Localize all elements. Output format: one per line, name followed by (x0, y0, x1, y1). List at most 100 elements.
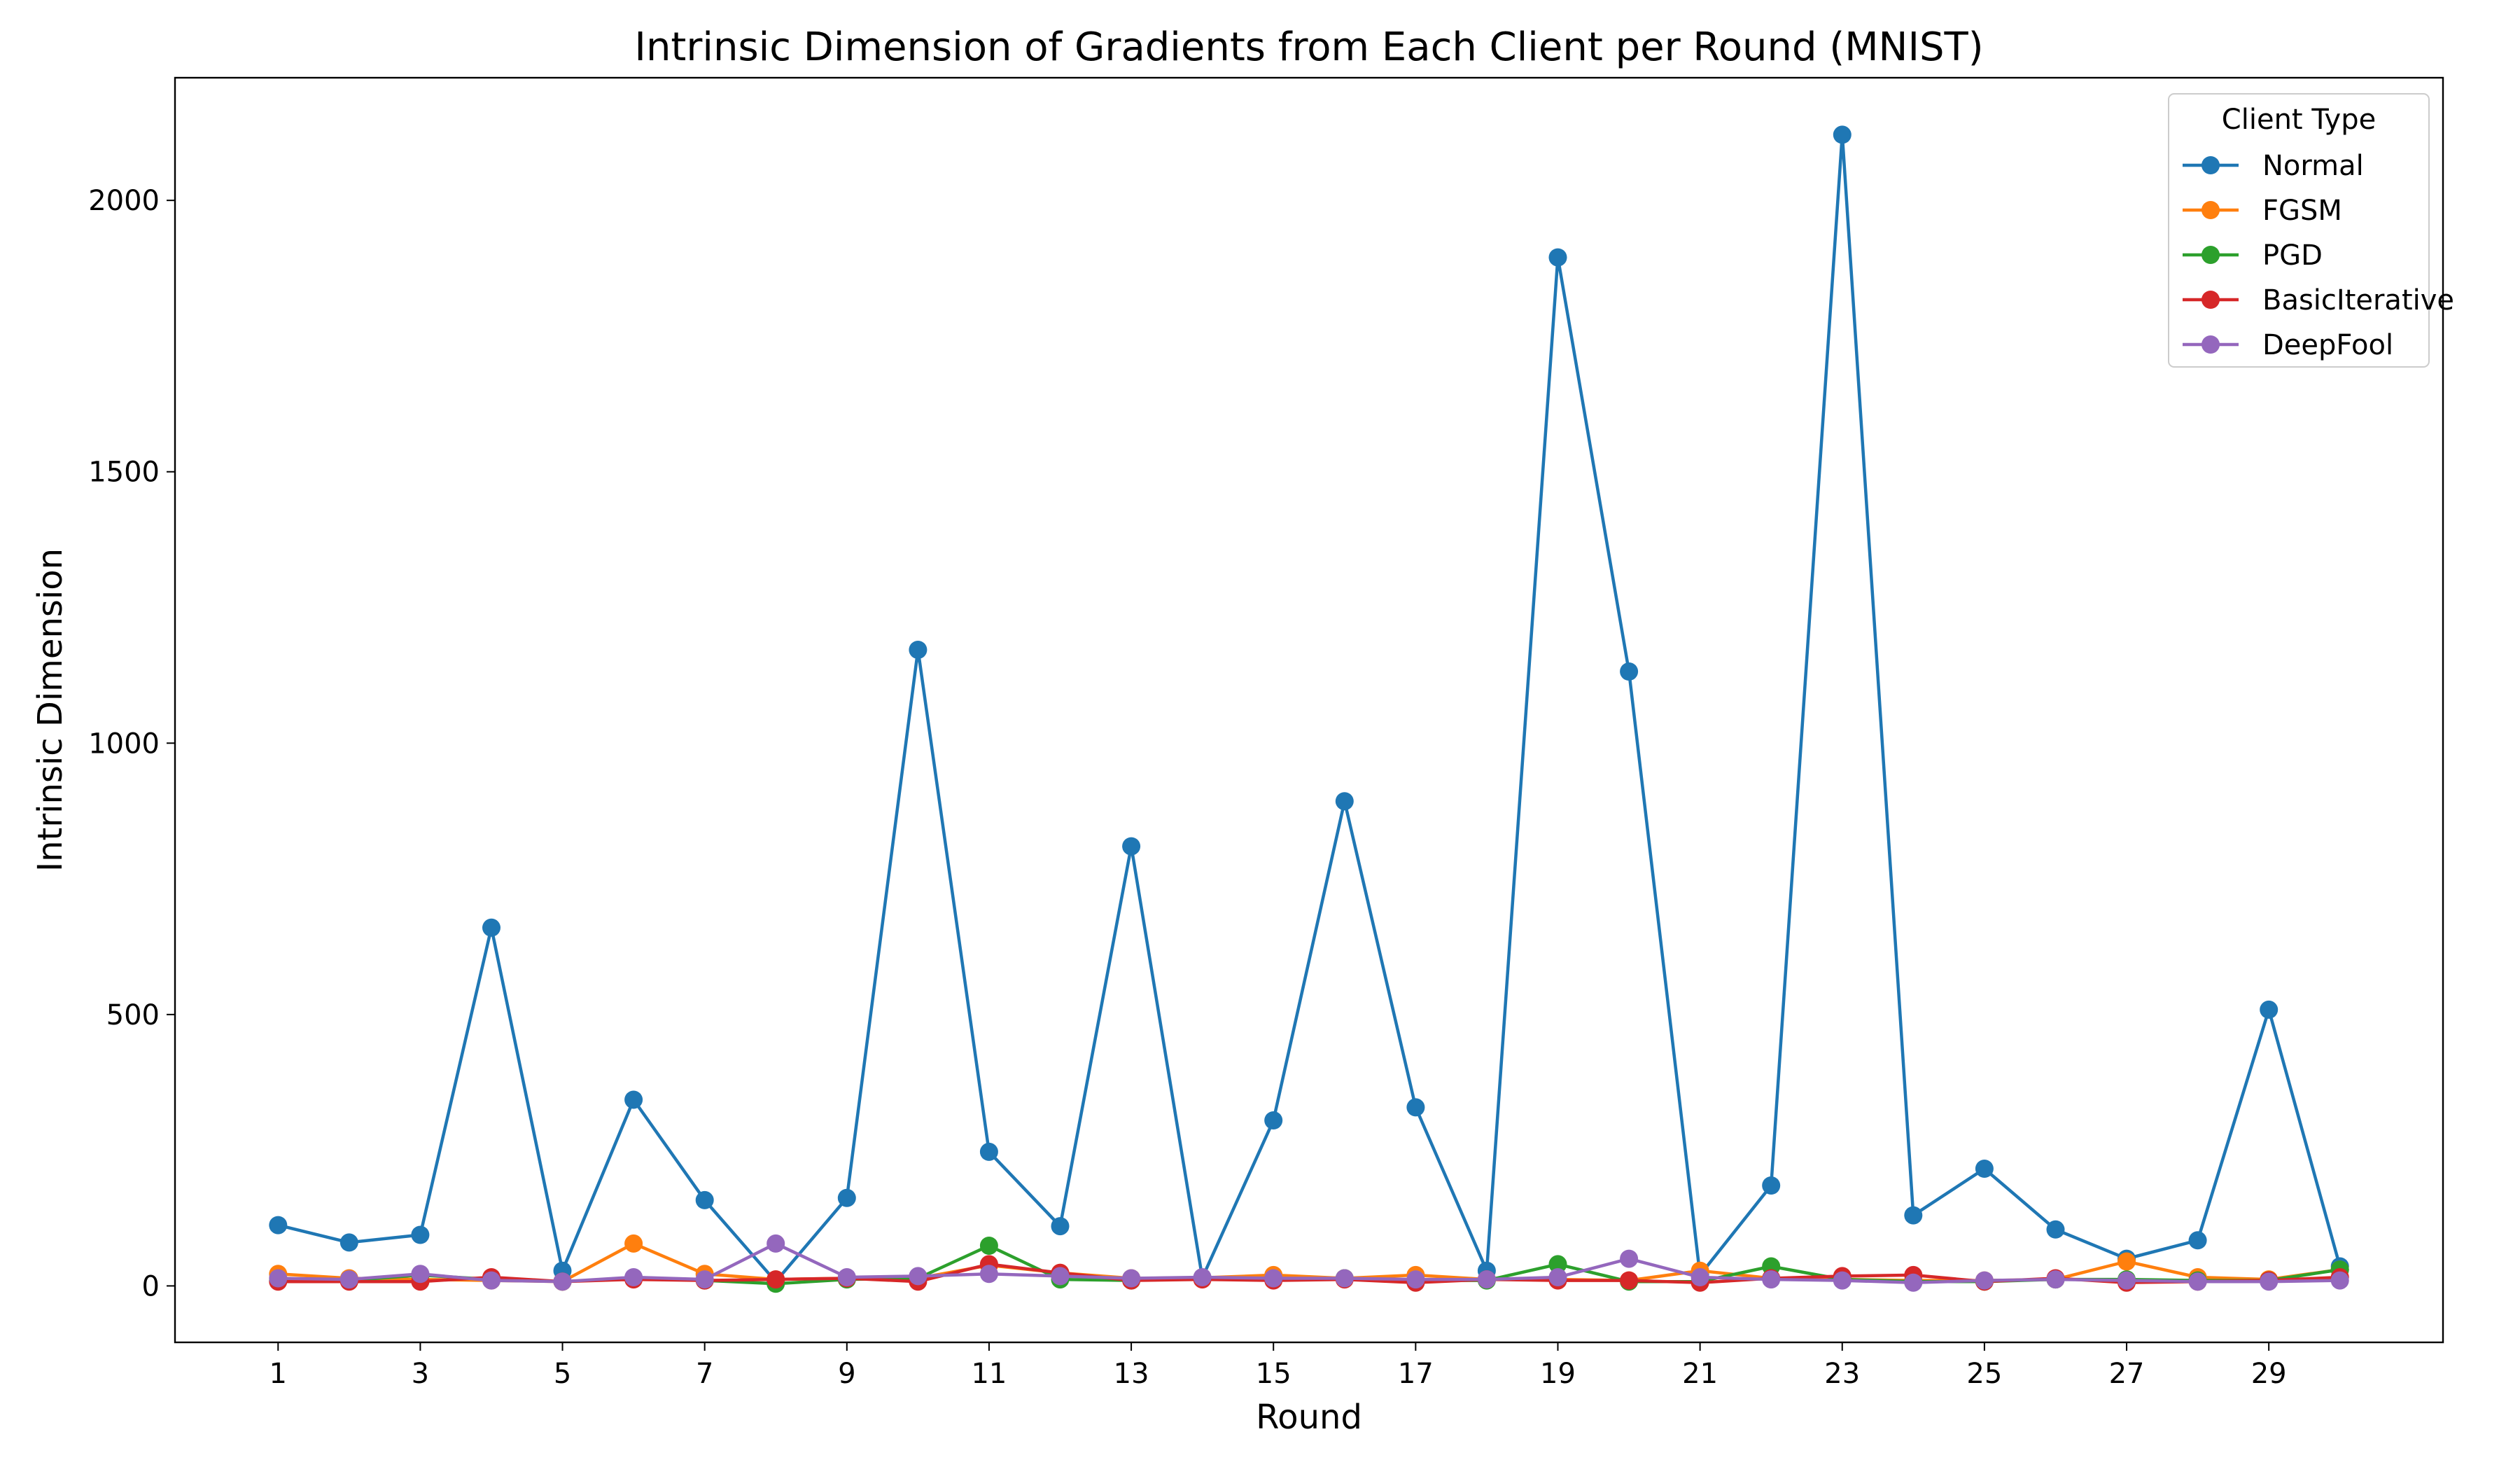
data-point-deepfool (2188, 1272, 2207, 1291)
data-point-basiciterative (766, 1270, 785, 1289)
legend-entry-normal: Normal (2183, 150, 2364, 182)
x-tick-label: 5 (554, 1358, 571, 1390)
data-point-normal (1548, 248, 1567, 267)
legend-swatch-marker (2202, 201, 2220, 219)
data-point-pgd (979, 1237, 998, 1255)
x-tick-label: 15 (1256, 1358, 1292, 1390)
x-tick-label: 9 (838, 1358, 855, 1390)
data-point-deepfool (1690, 1268, 1709, 1286)
data-point-deepfool (1193, 1268, 1212, 1286)
data-point-deepfool (2330, 1271, 2349, 1290)
data-point-normal (1904, 1206, 1923, 1225)
legend-entry-deepfool: DeepFool (2183, 329, 2393, 361)
series-line-deepfool (278, 1242, 2340, 1284)
data-point-deepfool (1406, 1270, 1425, 1289)
legend-swatch-marker (2202, 335, 2220, 354)
data-point-deepfool (2260, 1272, 2278, 1291)
data-point-normal (837, 1188, 856, 1207)
data-point-deepfool (1620, 1249, 1639, 1268)
legend-label: FGSM (2262, 195, 2342, 227)
data-point-normal (1833, 125, 1851, 144)
data-point-deepfool (1051, 1267, 1070, 1286)
data-point-deepfool (1477, 1270, 1496, 1289)
data-point-fgsm (2118, 1252, 2136, 1271)
legend-entry-basiciterative: BasicIterative (2183, 284, 2454, 317)
data-point-deepfool (1833, 1271, 1851, 1290)
legend-label: DeepFool (2262, 329, 2393, 361)
legend: Client Type Normal FGSM PGD BasicIterative D… (2168, 93, 2454, 368)
data-point-normal (1264, 1111, 1283, 1129)
data-point-deepfool (1975, 1271, 1994, 1290)
data-point-normal (695, 1190, 714, 1209)
data-point-normal (909, 641, 927, 659)
x-tick-label: 7 (696, 1358, 713, 1390)
data-point-deepfool (1548, 1268, 1567, 1286)
plot-marks (269, 125, 2349, 1293)
x-tick-label: 29 (2251, 1358, 2287, 1390)
x-tick-label: 21 (1682, 1358, 1718, 1390)
data-point-deepfool (482, 1271, 500, 1290)
data-point-normal (624, 1090, 643, 1109)
data-point-normal (979, 1142, 998, 1161)
data-point-normal (2260, 1000, 2278, 1019)
legend-label: PGD (2262, 239, 2323, 272)
data-point-deepfool (340, 1270, 358, 1289)
x-tick-label: 25 (1966, 1358, 2002, 1390)
chart-title: Intrinsic Dimension of Gradients from Ea… (634, 25, 1983, 70)
y-tick-label: 2000 (88, 185, 160, 217)
data-point-deepfool (695, 1270, 714, 1289)
data-point-deepfool (1122, 1269, 1141, 1288)
data-point-normal (1620, 662, 1639, 681)
x-tick-label: 19 (1540, 1358, 1576, 1390)
legend-entry-pgd: PGD (2183, 239, 2323, 272)
data-point-deepfool (1904, 1273, 1923, 1292)
data-point-normal (482, 918, 500, 937)
data-point-normal (1975, 1160, 1994, 1178)
legend-label: Normal (2262, 150, 2364, 182)
x-tick-label: 27 (2109, 1358, 2145, 1390)
x-tick-label: 1 (270, 1358, 287, 1390)
legend-swatch-marker (2202, 156, 2220, 174)
y-tick-label: 500 (106, 999, 160, 1031)
data-point-deepfool (1335, 1269, 1354, 1288)
data-point-deepfool (624, 1268, 643, 1286)
legend-entries: Normal FGSM PGD BasicIterative DeepFool (2183, 150, 2454, 361)
data-point-normal (1762, 1176, 1781, 1195)
data-point-normal (1051, 1217, 1070, 1236)
data-point-normal (1406, 1098, 1425, 1117)
data-point-normal (2188, 1231, 2207, 1250)
legend-entry-fgsm: FGSM (2183, 195, 2342, 227)
data-point-deepfool (2046, 1270, 2065, 1289)
data-point-deepfool (1264, 1269, 1283, 1288)
data-point-basiciterative (1620, 1271, 1639, 1290)
legend-label: BasicIterative (2262, 284, 2454, 317)
data-point-deepfool (269, 1269, 288, 1288)
data-point-pgd (1548, 1255, 1567, 1274)
data-point-normal (269, 1216, 288, 1235)
x-tick-label: 17 (1398, 1358, 1434, 1390)
data-point-fgsm (624, 1234, 643, 1253)
x-tick-label: 23 (1824, 1358, 1860, 1390)
data-point-deepfool (979, 1265, 998, 1284)
y-axis-label: Intrinsic Dimension (31, 548, 70, 872)
data-point-deepfool (411, 1265, 430, 1284)
axis-ticks: 1 3 5 7 9 11 13 15 17 19 21 23 25 27 29050010001500200… (88, 185, 2286, 1390)
data-point-normal (411, 1225, 430, 1244)
data-point-normal (2046, 1220, 2065, 1239)
y-tick-label: 0 (142, 1270, 160, 1302)
x-tick-label: 3 (412, 1358, 429, 1390)
x-tick-label: 11 (971, 1358, 1007, 1390)
data-point-deepfool (1762, 1270, 1781, 1289)
plot-frame (174, 76, 2444, 1344)
data-point-normal (340, 1233, 358, 1252)
data-point-normal (1122, 837, 1141, 856)
data-point-deepfool (553, 1272, 572, 1291)
x-axis-label: Round (1256, 1398, 1362, 1437)
legend-swatch-marker (2202, 246, 2220, 264)
y-tick-label: 1000 (88, 728, 160, 760)
y-tick-label: 1500 (88, 457, 160, 489)
data-point-deepfool (837, 1268, 856, 1286)
